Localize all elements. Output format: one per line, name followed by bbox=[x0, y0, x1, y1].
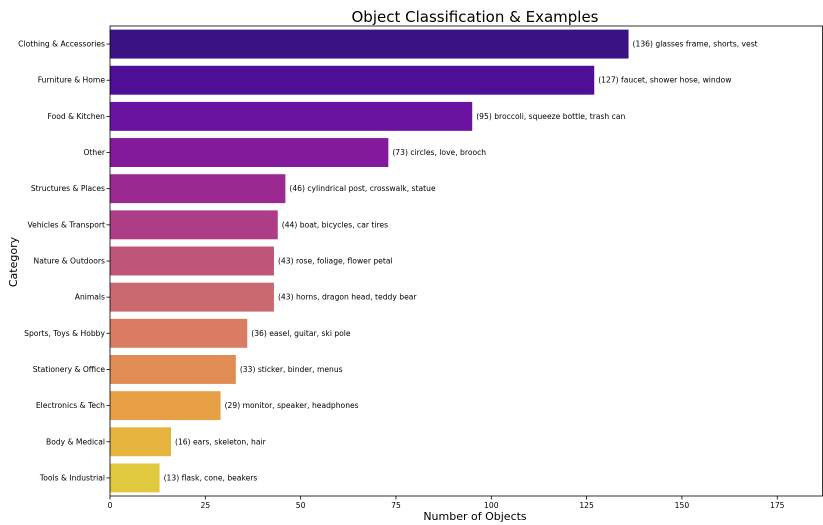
annotation-5: (44) boat, bicycles, car tires bbox=[282, 220, 388, 229]
category-label-8: Sports, Toys & Hobby bbox=[24, 329, 105, 338]
category-label-12: Tools & Industrial bbox=[39, 473, 105, 482]
annotation-7: (43) horns, dragon head, teddy bear bbox=[278, 293, 417, 302]
bar-5 bbox=[110, 210, 278, 240]
bar-8 bbox=[110, 318, 248, 348]
category-label-5: Vehicles & Transport bbox=[28, 220, 106, 229]
category-label-6: Nature & Outdoors bbox=[34, 257, 106, 266]
x-tick-label-4: 100 bbox=[484, 501, 499, 510]
bar-4 bbox=[110, 174, 286, 204]
annotation-6: (43) rose, foliage, flower petal bbox=[278, 257, 393, 266]
annotation-9: (33) sticker, binder, menus bbox=[240, 365, 343, 374]
annotation-12: (13) flask, cone, beakers bbox=[164, 473, 258, 482]
x-tick-label-7: 175 bbox=[770, 501, 785, 510]
bar-0 bbox=[110, 29, 629, 59]
category-label-11: Body & Medical bbox=[46, 437, 105, 446]
annotation-4: (46) cylindrical post, crosswalk, statue bbox=[289, 184, 436, 193]
annotation-8: (36) easel, guitar, ski pole bbox=[251, 329, 351, 338]
bar-7 bbox=[110, 282, 274, 312]
y-axis-label: Category bbox=[7, 236, 20, 287]
category-label-9: Stationery & Office bbox=[33, 365, 106, 374]
bars-group bbox=[110, 29, 629, 493]
x-tick-label-3: 75 bbox=[391, 501, 401, 510]
x-tick-label-5: 125 bbox=[579, 501, 594, 510]
annotation-2: (95) broccoli, squeeze bottle, trash can bbox=[476, 112, 625, 121]
x-tick-label-1: 25 bbox=[200, 501, 210, 510]
category-label-7: Animals bbox=[75, 293, 105, 302]
bar-12 bbox=[110, 463, 160, 493]
x-tick-label-2: 50 bbox=[296, 501, 306, 510]
bar-2 bbox=[110, 101, 473, 131]
category-label-2: Food & Kitchen bbox=[48, 112, 106, 121]
annotation-labels: (136) glasses frame, shorts, vest (127) f… bbox=[164, 40, 758, 483]
category-label-10: Electronics & Tech bbox=[36, 401, 105, 410]
x-tick-label-6: 150 bbox=[675, 501, 690, 510]
category-label-3: Other bbox=[83, 148, 105, 157]
annotation-10: (29) monitor, speaker, headphones bbox=[225, 401, 359, 410]
category-label-0: Clothing & Accessories bbox=[18, 40, 105, 49]
category-label-1: Furniture & Home bbox=[38, 76, 106, 85]
annotation-3: (73) circles, love, brooch bbox=[392, 148, 486, 157]
bar-6 bbox=[110, 246, 274, 276]
bar-3 bbox=[110, 138, 389, 167]
x-axis-label: Number of Objects bbox=[423, 510, 527, 523]
x-tick-label-0: 0 bbox=[108, 501, 113, 510]
annotation-0: (136) glasses frame, shorts, vest bbox=[633, 40, 758, 49]
bar-10 bbox=[110, 391, 221, 421]
annotation-11: (16) ears, skeleton, hair bbox=[175, 437, 267, 446]
chart-title: Object Classification & Examples bbox=[352, 8, 599, 26]
category-labels: Clothing & Accessories Furniture & Home Fo… bbox=[18, 40, 110, 482]
bar-9 bbox=[110, 355, 236, 384]
bar-11 bbox=[110, 427, 172, 457]
category-label-4: Structures & Places bbox=[31, 184, 105, 193]
x-axis-ticks: 0 25 50 75 100 125 150 175 bbox=[108, 496, 785, 510]
bar-1 bbox=[110, 65, 595, 95]
annotation-1: (127) faucet, shower hose, window bbox=[598, 76, 731, 85]
